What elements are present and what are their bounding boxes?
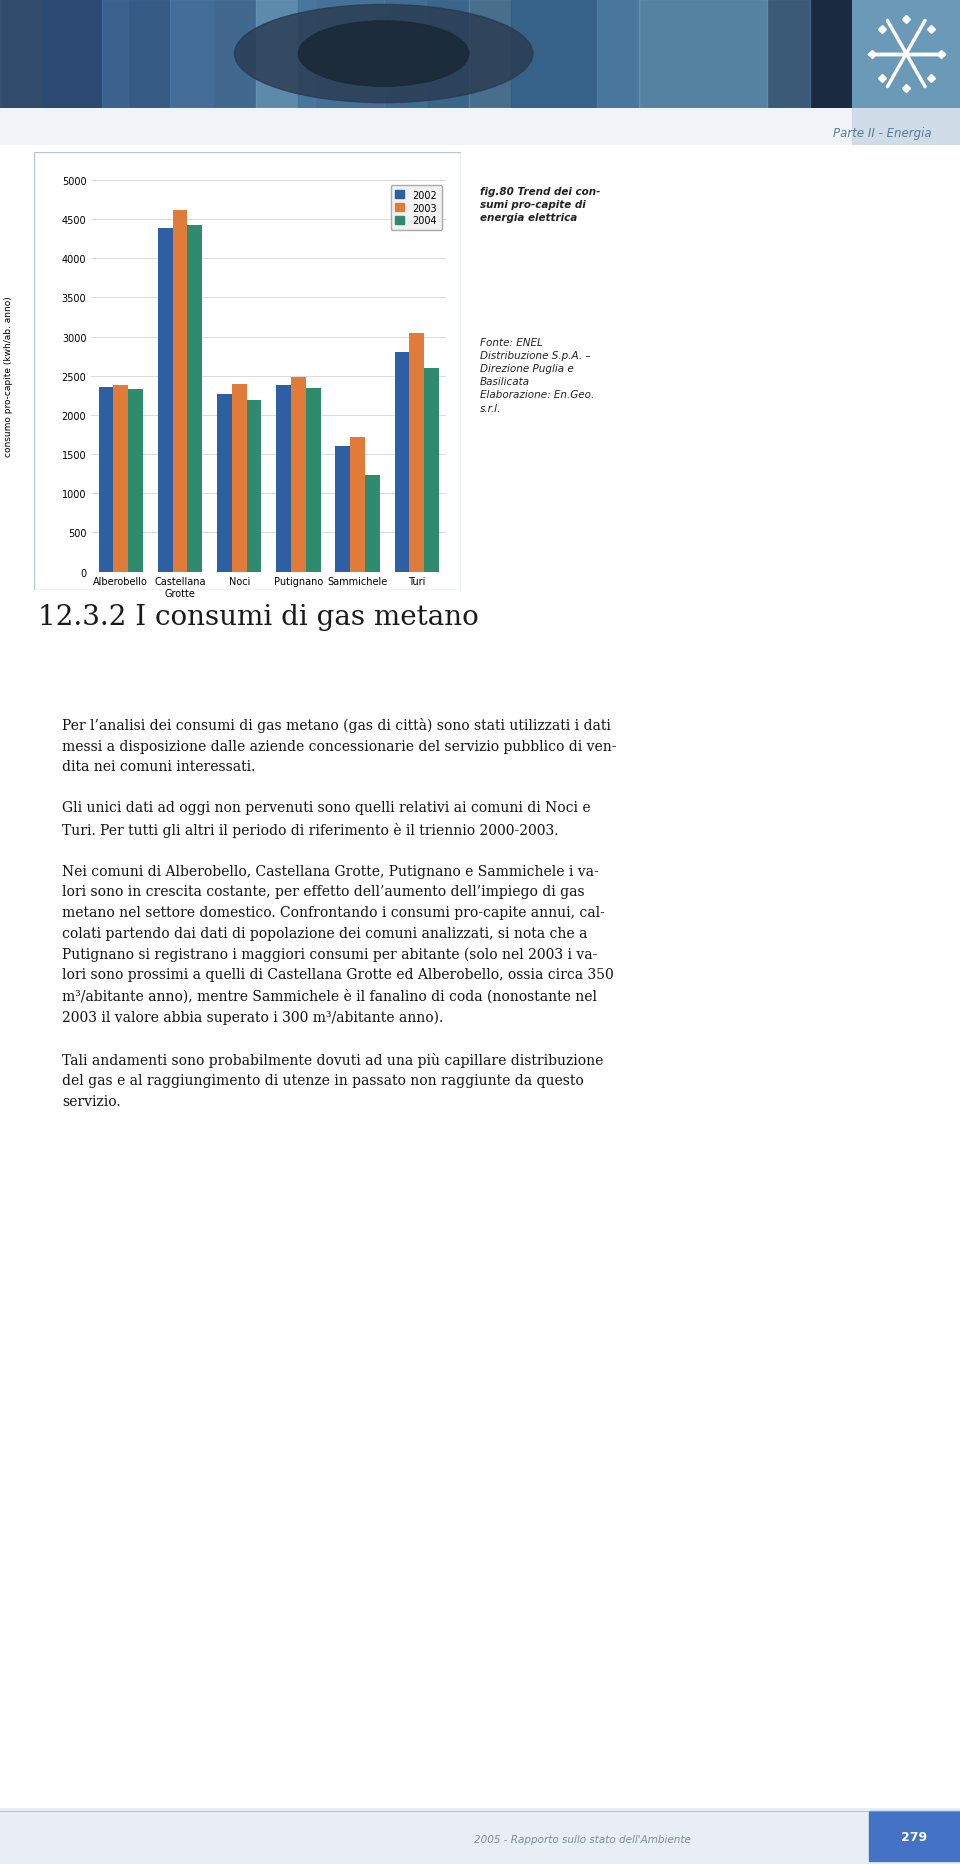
Y-axis label: consumo pro-capite (kwh/ab. anno): consumo pro-capite (kwh/ab. anno) [4,296,13,457]
Text: 12.3.2 I consumi di gas metano: 12.3.2 I consumi di gas metano [38,604,479,630]
Bar [597,0,810,108]
Text: Per l’analisi dei consumi di gas metano (gas di città) sono stati utilizzati i d: Per l’analisi dei consumi di gas metano … [62,718,617,1109]
Bar [468,0,639,108]
Text: 279: 279 [900,1830,927,1842]
Legend: 2002, 2003, 2004: 2002, 2003, 2004 [391,186,442,231]
Bar [187,226,203,572]
Bar [299,0,468,108]
Bar [113,386,129,572]
Text: fig.80 Trend dei con-
sumi pro-capite di
energia elettrica: fig.80 Trend dei con- sumi pro-capite di… [480,186,600,224]
Ellipse shape [299,22,468,88]
Bar [171,0,426,108]
Bar [639,0,767,108]
Bar [255,0,384,108]
Text: Fonte: ENEL
Distribuzione S.p.A. –
Direzione Puglia e
Basilicata
Elaborazione: E: Fonte: ENEL Distribuzione S.p.A. – Direz… [480,337,594,414]
Bar [217,395,231,572]
Bar [852,108,960,147]
Bar [157,229,173,572]
Bar [365,475,380,572]
Bar [231,386,247,572]
Bar [103,0,316,108]
Bar [247,401,261,572]
Bar [409,334,424,572]
Bar [173,211,187,572]
Bar [99,388,113,572]
FancyBboxPatch shape [34,153,461,591]
Bar [306,390,321,572]
Bar [350,438,365,572]
Bar [291,377,306,572]
Bar [395,352,409,572]
Text: 2005 - Rapporto sullo stato dell'Ambiente: 2005 - Rapporto sullo stato dell'Ambient… [474,1834,691,1843]
Bar [869,1812,960,1860]
Bar [384,0,639,108]
Bar [335,447,350,572]
Ellipse shape [234,6,533,104]
Bar [424,369,439,572]
Bar [42,0,213,108]
Bar [0,0,128,108]
Bar [129,390,143,572]
Bar [512,0,767,108]
Text: Parte II - Energia: Parte II - Energia [832,127,931,140]
Bar [276,386,291,572]
